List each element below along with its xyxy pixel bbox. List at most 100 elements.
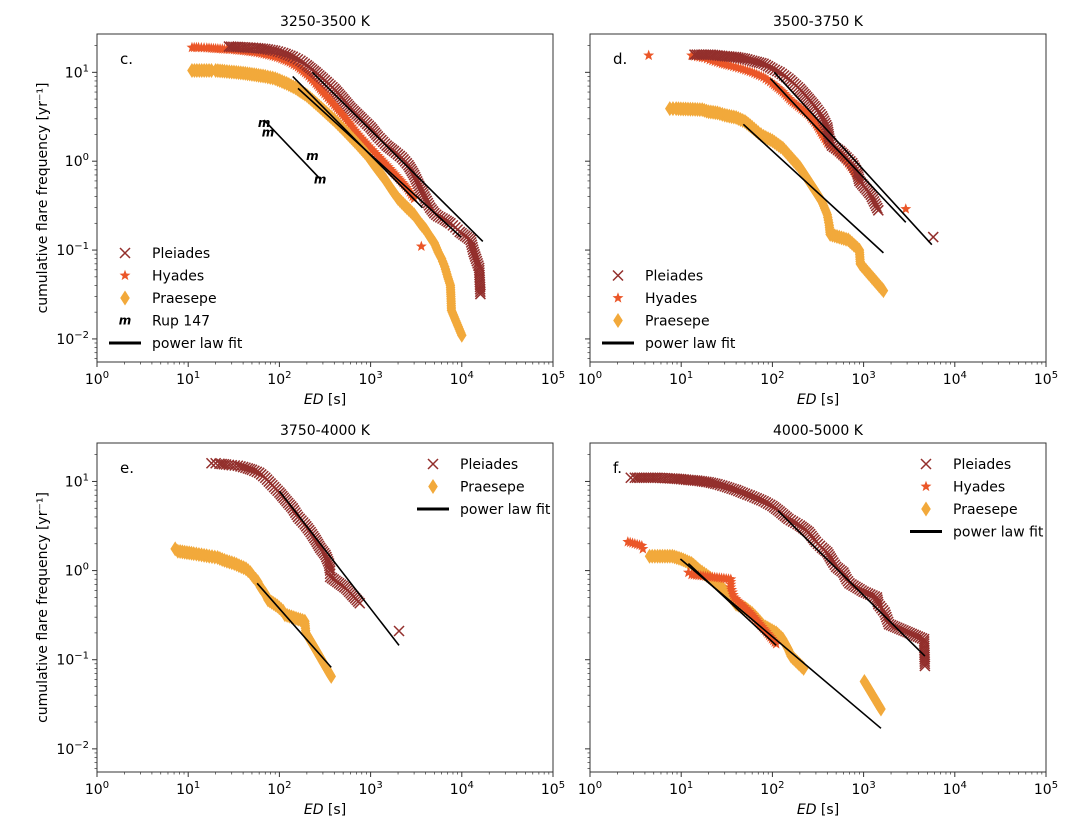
data-point	[760, 73, 772, 84]
data-point	[351, 126, 362, 138]
data-point	[765, 631, 777, 642]
data-point	[304, 72, 316, 83]
legend-item: power law fit	[109, 336, 243, 352]
legend-item: Pleiades	[612, 269, 703, 285]
x-tick-label: 105	[1034, 370, 1058, 388]
data-point	[732, 52, 744, 64]
axes-frame	[589, 33, 1047, 363]
data-point	[296, 64, 308, 75]
x-axis-label: ED [s]	[304, 802, 346, 818]
data-point	[844, 159, 855, 170]
legend-item: power law fit	[417, 502, 551, 518]
legend-marker-icon: m	[119, 314, 132, 328]
legend-label: power law fit	[152, 336, 243, 352]
legend-label: power law fit	[953, 525, 1044, 541]
legend-item: Hyades	[119, 269, 204, 285]
data-point	[340, 113, 352, 124]
legend-label: Praesepe	[645, 314, 710, 330]
data-point	[756, 621, 768, 632]
data-point	[407, 190, 419, 202]
x-tick-label: 105	[541, 780, 565, 798]
data-point	[349, 124, 361, 136]
data-point	[379, 157, 391, 169]
data-point	[738, 601, 750, 612]
data-point	[474, 288, 486, 300]
legend-label: Pleiades	[460, 457, 518, 473]
data-point	[375, 153, 387, 165]
series-pleiades	[688, 49, 939, 243]
data-point	[346, 120, 358, 132]
legend-item: Praesepe	[613, 313, 710, 330]
data-point	[336, 107, 348, 119]
axes-frame	[96, 33, 554, 363]
legend-label: Pleiades	[645, 269, 703, 285]
data-point	[393, 625, 405, 637]
x-tick-label: 102	[267, 780, 291, 798]
y-tick-label: 10−2	[56, 330, 89, 348]
data-point	[299, 67, 311, 78]
legend-item: Hyades	[612, 291, 697, 307]
data-point	[796, 103, 808, 114]
data-point	[306, 74, 318, 85]
data-point	[390, 170, 402, 181]
data-point	[919, 658, 931, 670]
data-point	[377, 155, 389, 167]
data-point	[326, 668, 337, 684]
y-axis-label: cumulative flare frequency [yr⁻¹]	[35, 492, 51, 723]
panel-title: 3750-4000 K	[280, 423, 371, 439]
panel-f: 4000-5000 K 100 101 102 103 104 105 ED [s] f. Ple…	[578, 423, 1058, 818]
data-point: m	[306, 149, 319, 163]
data-point	[766, 77, 778, 89]
data-point	[389, 168, 401, 179]
legend-label: Hyades	[953, 480, 1005, 496]
data-point	[330, 100, 342, 112]
panel-letter: f.	[613, 459, 622, 477]
data-point	[807, 114, 819, 126]
data-point	[811, 120, 823, 131]
x-tick-label: 104	[450, 370, 474, 388]
data-point	[354, 130, 366, 142]
power-law-fit-hyades	[687, 562, 777, 646]
legend-label: Pleiades	[953, 457, 1011, 473]
data-point	[810, 118, 822, 129]
data-point	[703, 476, 715, 488]
data-point	[319, 88, 331, 99]
data-point	[872, 204, 884, 216]
legend-label: Praesepe	[460, 480, 525, 496]
x-axis-label: ED [s]	[797, 802, 839, 818]
legend: Pleiades Praesepe power law fit	[417, 457, 551, 518]
data-point	[365, 142, 377, 153]
data-point	[392, 172, 404, 183]
legend-marker-icon	[920, 458, 932, 470]
data-point	[769, 636, 781, 647]
data-point	[328, 99, 340, 110]
x-axis-label: ED [s]	[797, 392, 839, 408]
data-point: m	[258, 116, 271, 130]
data-point	[736, 599, 748, 611]
data-point	[320, 89, 332, 101]
data-point	[386, 164, 398, 176]
power-law-fit-praesepe	[742, 123, 884, 254]
data-point	[394, 173, 405, 185]
data-point	[323, 93, 335, 105]
x-tick-label: 101	[669, 370, 693, 388]
y-tick-label: 100	[65, 152, 89, 170]
data-point	[358, 134, 369, 146]
x-tick-label: 101	[176, 370, 200, 388]
data-point	[753, 617, 765, 629]
data-point	[289, 52, 301, 64]
data-point	[415, 240, 427, 252]
data-point	[852, 168, 864, 180]
x-tick-label: 103	[358, 370, 382, 388]
power-law-fit-praesepe	[256, 582, 332, 668]
legend-label: Hyades	[152, 269, 204, 285]
y-tick-label: 101	[65, 63, 89, 81]
data-point	[767, 634, 779, 646]
x-tick-label: 103	[851, 780, 875, 798]
axes-frame	[589, 442, 1047, 773]
series-pleiades	[625, 472, 931, 672]
data-point	[337, 109, 349, 120]
legend: Pleiades Hyades Praesepe m Rup 147 power law …	[109, 246, 243, 352]
